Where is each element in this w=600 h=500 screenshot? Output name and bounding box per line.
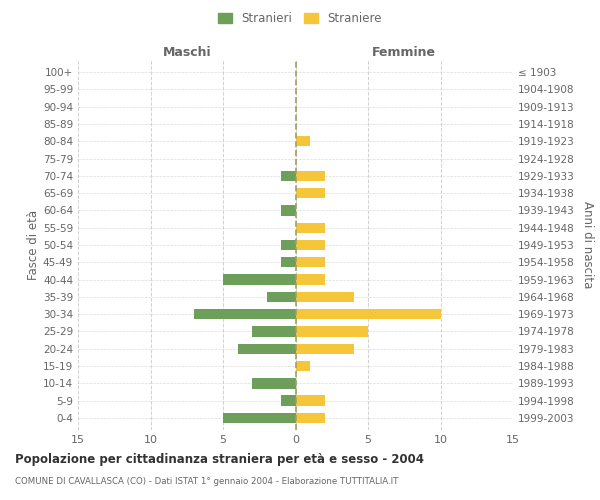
- Bar: [296, 412, 325, 423]
- Bar: [281, 240, 296, 250]
- Y-axis label: Anni di nascita: Anni di nascita: [581, 202, 594, 288]
- Bar: [296, 274, 325, 285]
- Bar: [281, 396, 296, 406]
- Bar: [223, 274, 296, 285]
- Bar: [296, 136, 310, 146]
- Bar: [281, 170, 296, 181]
- Bar: [223, 412, 296, 423]
- Bar: [296, 257, 325, 268]
- Legend: Stranieri, Straniere: Stranieri, Straniere: [214, 8, 386, 28]
- Text: Maschi: Maschi: [163, 46, 211, 59]
- Text: Femmine: Femmine: [372, 46, 436, 59]
- Text: COMUNE DI CAVALLASCA (CO) - Dati ISTAT 1° gennaio 2004 - Elaborazione TUTTITALIA: COMUNE DI CAVALLASCA (CO) - Dati ISTAT 1…: [15, 478, 398, 486]
- Bar: [296, 222, 325, 233]
- Bar: [296, 344, 353, 354]
- Bar: [296, 326, 368, 336]
- Bar: [296, 309, 440, 320]
- Bar: [266, 292, 296, 302]
- Bar: [296, 170, 325, 181]
- Bar: [296, 396, 325, 406]
- Bar: [296, 240, 325, 250]
- Y-axis label: Fasce di età: Fasce di età: [27, 210, 40, 280]
- Bar: [281, 257, 296, 268]
- Bar: [296, 361, 310, 371]
- Bar: [238, 344, 296, 354]
- Bar: [252, 326, 296, 336]
- Bar: [296, 292, 353, 302]
- Text: Popolazione per cittadinanza straniera per età e sesso - 2004: Popolazione per cittadinanza straniera p…: [15, 452, 424, 466]
- Bar: [281, 205, 296, 216]
- Bar: [194, 309, 296, 320]
- Bar: [296, 188, 325, 198]
- Bar: [252, 378, 296, 388]
